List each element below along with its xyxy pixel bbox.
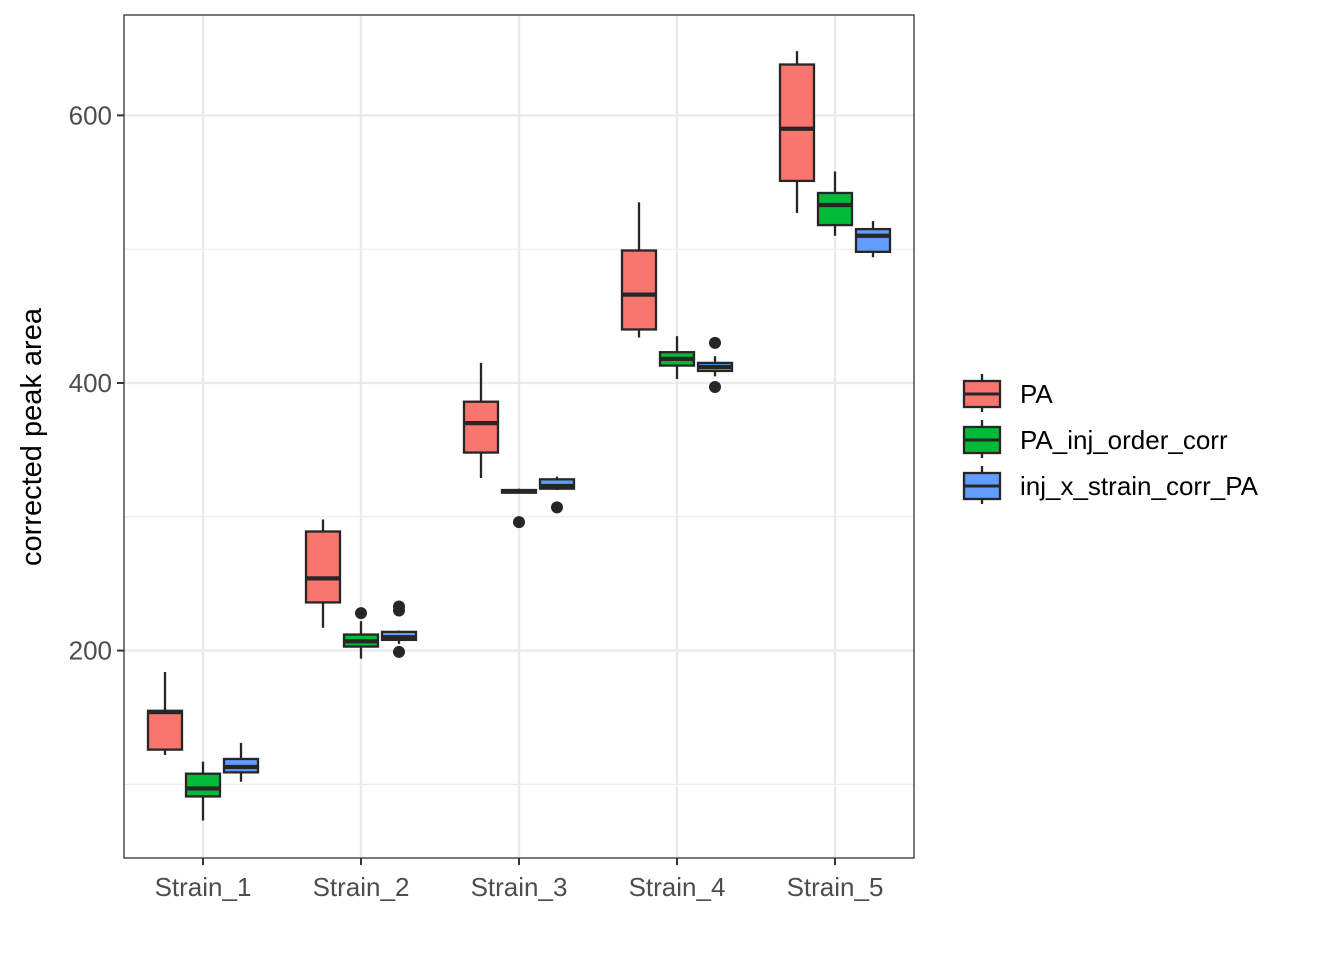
box-PA_inj_order_corr-Strain_4: [658, 336, 696, 379]
box-inj_x_strain_corr_PA-Strain_5: [854, 221, 892, 258]
box-inj_x_strain_corr_PA-Strain_4: [696, 336, 734, 393]
box-PA-Strain_4: [620, 202, 658, 338]
outlier-point-1: [709, 336, 721, 349]
outlier-point-2: [393, 600, 405, 613]
legend-label-2: inj_x_strain_corr_PA: [1020, 471, 1259, 501]
box-PA-Strain_5: [778, 51, 816, 214]
outlier-point-0: [551, 501, 563, 514]
legend-item-2: inj_x_strain_corr_PA: [962, 466, 1259, 504]
box-iqr: [304, 530, 342, 604]
x-tick-label-1: Strain_2: [313, 872, 410, 902]
box-iqr: [854, 227, 892, 253]
y-axis-title: corrected peak area: [16, 307, 48, 566]
x-tick-label-0: Strain_1: [155, 872, 252, 902]
box-iqr: [146, 709, 184, 751]
box-iqr: [184, 772, 222, 798]
legend-item-0: PA: [962, 374, 1053, 412]
legend-label-0: PA: [1020, 379, 1053, 409]
x-tick-label-3: Strain_4: [629, 872, 726, 902]
axes: 200 400 600 Strain_1 Strain_2 Strain_3 Strain_…: [69, 100, 884, 902]
box-iqr: [620, 249, 658, 331]
outlier-point-0: [393, 645, 405, 658]
outlier-point-0: [355, 607, 367, 620]
box-iqr: [462, 400, 500, 454]
y-tick-label-0: 200: [69, 636, 112, 666]
legend-label-1: PA_inj_order_corr: [1020, 425, 1228, 455]
box-PA-Strain_1: [146, 672, 184, 755]
outlier-point-0: [709, 380, 721, 393]
box-iqr: [816, 191, 854, 227]
outlier-point-0: [513, 516, 525, 529]
box-inj_x_strain_corr_PA-Strain_1: [222, 742, 260, 782]
y-tick-label-2: 600: [69, 100, 112, 130]
box-PA_inj_order_corr-Strain_1: [184, 761, 222, 821]
legend-item-1: PA_inj_order_corr: [962, 420, 1228, 458]
box-inj_x_strain_corr_PA-Strain_2: [380, 600, 418, 658]
box-PA-Strain_2: [304, 519, 342, 628]
box-PA_inj_order_corr-Strain_3: [500, 488, 538, 529]
box-PA-Strain_3: [462, 362, 500, 478]
box-iqr: [778, 63, 816, 183]
box-PA_inj_order_corr-Strain_2: [342, 607, 380, 659]
box-inj_x_strain_corr_PA-Strain_3: [538, 476, 576, 514]
legend: PA PA_inj_order_corr inj_x_strain_corr_PA: [962, 374, 1259, 504]
x-tick-label-2: Strain_3: [471, 872, 568, 902]
plot-area: [146, 51, 892, 821]
grid-lines: [124, 15, 914, 858]
box-PA_inj_order_corr-Strain_5: [816, 171, 854, 236]
y-tick-label-1: 400: [69, 368, 112, 398]
x-tick-label-4: Strain_5: [787, 872, 884, 902]
